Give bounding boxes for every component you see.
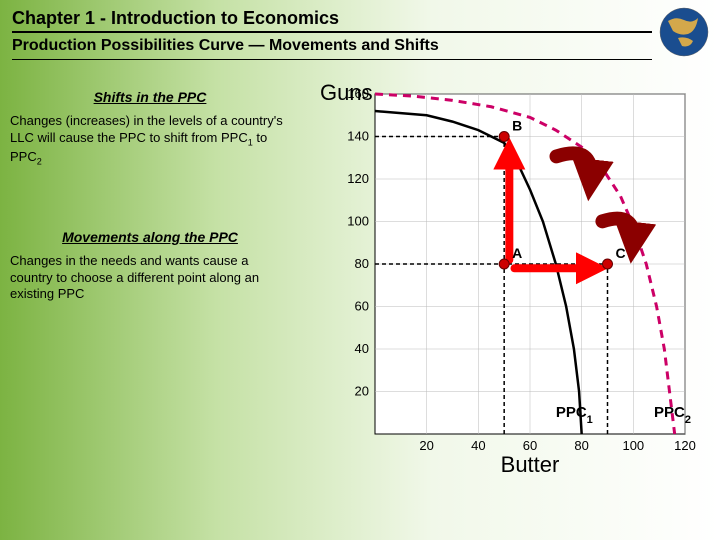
chapter-title: Chapter 1 - Introduction to Economics (12, 8, 652, 33)
svg-text:120: 120 (347, 171, 369, 186)
svg-text:40: 40 (355, 341, 369, 356)
svg-text:60: 60 (523, 438, 537, 453)
svg-text:B: B (512, 118, 522, 134)
shifts-heading: Shifts in the PPC (10, 89, 290, 105)
svg-text:60: 60 (355, 299, 369, 314)
svg-text:20: 20 (419, 438, 433, 453)
globe-icon (658, 6, 710, 58)
svg-text:140: 140 (347, 129, 369, 144)
svg-text:20: 20 (355, 384, 369, 399)
svg-text:Guns: Guns (320, 80, 373, 105)
movements-text: Changes in the needs and wants cause a c… (10, 253, 290, 304)
ppc-chart: ABC1601401201008060402020406080100120Gun… (300, 74, 700, 494)
svg-text:Butter: Butter (501, 452, 560, 477)
svg-text:A: A (512, 245, 522, 261)
chart-svg: ABC1601401201008060402020406080100120Gun… (300, 74, 700, 494)
svg-text:40: 40 (471, 438, 485, 453)
svg-text:80: 80 (355, 256, 369, 271)
svg-text:80: 80 (574, 438, 588, 453)
movements-heading: Movements along the PPC (10, 229, 290, 245)
svg-text:100: 100 (347, 214, 369, 229)
explanation-panel: Shifts in the PPC Changes (increases) in… (10, 74, 300, 494)
svg-text:100: 100 (622, 438, 644, 453)
svg-text:C: C (616, 245, 626, 261)
shifts-text: Changes (increases) in the levels of a c… (10, 113, 290, 169)
page-subtitle: Production Possibilities Curve — Movemen… (12, 33, 652, 60)
svg-text:120: 120 (674, 438, 696, 453)
